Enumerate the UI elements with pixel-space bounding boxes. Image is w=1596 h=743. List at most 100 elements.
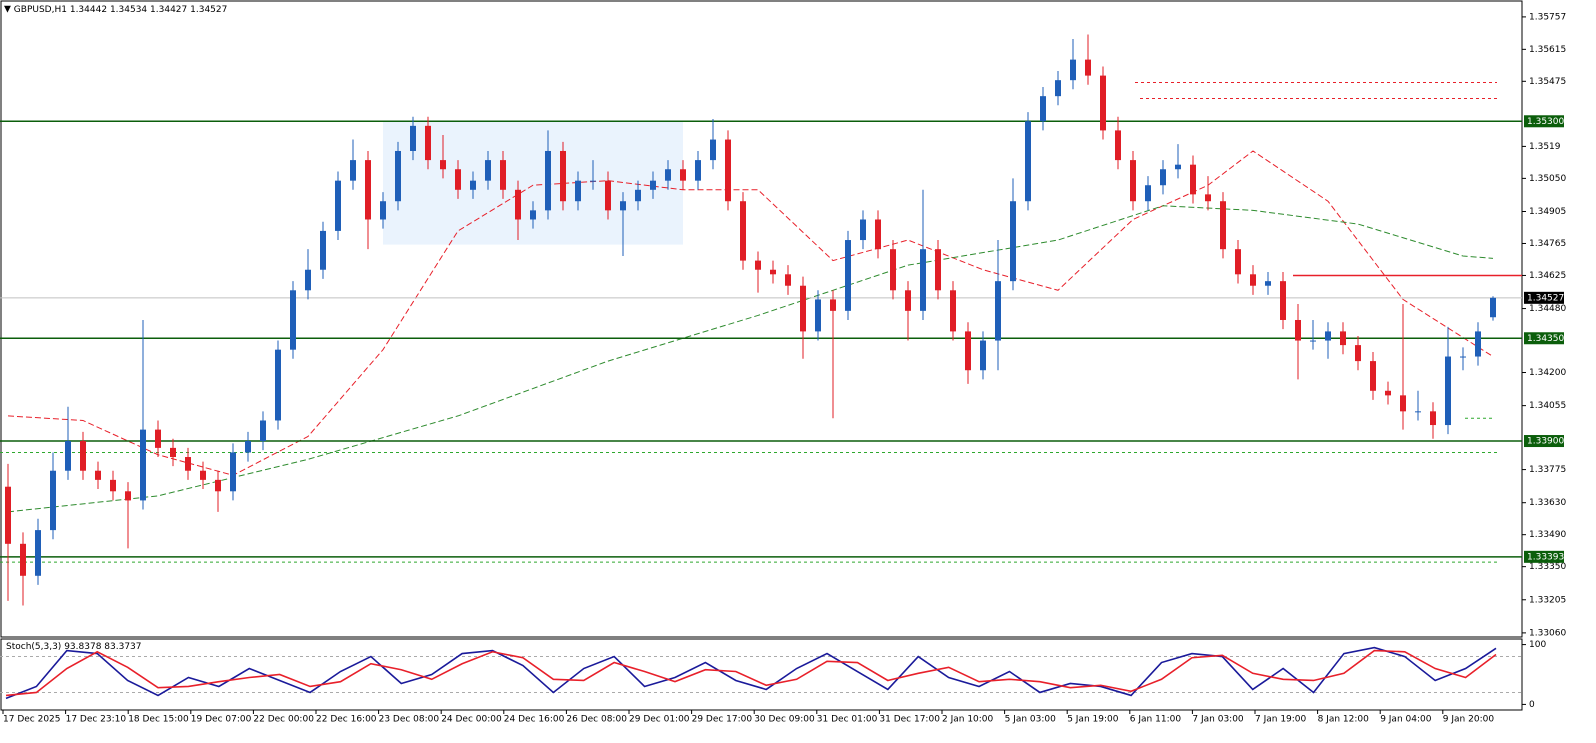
candle-body — [725, 139, 731, 202]
x-tick-label: 2 Jan 10:00 — [942, 715, 994, 725]
candle-body — [455, 169, 461, 190]
candle-body — [995, 281, 1001, 341]
x-tick-label: 29 Dec 01:00 — [629, 715, 690, 725]
x-tick-label: 17 Dec 2025 — [3, 715, 61, 725]
stoch-tick-label: 100 — [1529, 640, 1546, 650]
candle-body — [50, 470, 56, 531]
stoch-main: 93.8378 — [64, 642, 101, 652]
y-tick-label: 1.35757 — [1529, 12, 1566, 22]
candle-body — [1115, 130, 1121, 161]
x-tick-label: 24 Dec 00:00 — [441, 715, 502, 725]
low: 1.34427 — [150, 5, 187, 15]
candle-body — [665, 169, 671, 181]
candle-body — [1235, 249, 1241, 275]
candle-body — [140, 429, 146, 501]
level-label: 1.34350 — [1527, 334, 1564, 344]
candle-body — [1205, 194, 1211, 202]
y-tick-label: 1.34765 — [1529, 239, 1566, 249]
candle-body — [65, 441, 71, 471]
candle-body — [575, 180, 581, 202]
candle-body — [680, 169, 686, 181]
candle-body — [485, 160, 491, 181]
candle-body — [425, 125, 431, 161]
candle-body — [1010, 201, 1016, 282]
candle-body — [1250, 274, 1256, 286]
symbol: GBPUSD,H1 — [14, 5, 67, 15]
candle-body — [1430, 411, 1436, 426]
x-tick-label: 23 Dec 08:00 — [379, 715, 440, 725]
candle-body — [560, 150, 566, 202]
candle-body — [1025, 121, 1031, 202]
candle-body — [365, 160, 371, 220]
candle-body — [935, 249, 941, 291]
candle-body — [545, 150, 551, 211]
y-tick-label: 1.34200 — [1529, 368, 1566, 378]
candle-body — [875, 219, 881, 250]
level-tag — [1524, 550, 1564, 563]
level-tag — [1524, 115, 1564, 128]
candle-body — [710, 139, 716, 161]
x-tick-label: 31 Dec 01:00 — [817, 715, 878, 725]
candle-body — [35, 530, 41, 576]
candle-body — [860, 219, 866, 241]
y-tick-label: 1.35050 — [1529, 174, 1566, 184]
candle-body — [1265, 281, 1271, 286]
candle-body — [290, 290, 296, 350]
candle-body — [470, 180, 476, 190]
y-tick-label: 1.34625 — [1529, 271, 1566, 281]
candle-body — [1100, 75, 1106, 131]
candle-body — [1475, 331, 1481, 357]
candle-body — [755, 260, 761, 270]
candle-body — [185, 457, 191, 471]
candle-body — [1280, 281, 1286, 320]
candle-body — [530, 210, 536, 220]
level-label: 1.33900 — [1527, 437, 1564, 447]
candle-body — [1340, 331, 1346, 346]
chart-header: ▼ GBPUSD,H1 1.34442 1.34534 1.34427 1.34… — [4, 5, 227, 15]
candle-body — [335, 180, 341, 231]
candle-body — [380, 201, 386, 220]
x-tick-label: 7 Jan 19:00 — [1255, 715, 1307, 725]
x-tick-label: 8 Jan 12:00 — [1318, 715, 1370, 725]
x-tick-label: 22 Dec 00:00 — [253, 715, 314, 725]
candle-body — [695, 160, 701, 181]
candle-body — [110, 479, 116, 492]
y-tick-label: 1.33775 — [1529, 465, 1566, 475]
candle-body — [635, 189, 641, 202]
candle-body — [800, 285, 806, 332]
x-tick-label: 9 Jan 20:00 — [1443, 715, 1495, 725]
x-tick-label: 18 Dec 15:00 — [128, 715, 189, 725]
stoch-signal: 83.3737 — [104, 642, 141, 652]
candle-body — [1490, 297, 1496, 318]
price-pane-border — [0, 0, 1523, 638]
y-tick-label: 1.34055 — [1529, 401, 1566, 411]
stoch-header: Stoch(5,3,3) 93.8378 83.3737 — [6, 642, 142, 652]
candle-body — [200, 470, 206, 480]
current-price-label: 1.34527 — [1527, 293, 1564, 303]
level-tag — [1524, 435, 1564, 448]
stoch-line — [5, 649, 1497, 697]
candle-body — [1400, 395, 1406, 412]
candle-body — [215, 479, 221, 492]
candle-body — [1145, 185, 1151, 202]
stoch-line — [5, 646, 1497, 700]
candle-body — [845, 240, 851, 311]
stoch-tick-label: 0 — [1529, 700, 1535, 710]
candle-body — [320, 230, 326, 270]
candle-body — [245, 441, 251, 453]
x-tick-label: 9 Jan 04:00 — [1380, 715, 1432, 725]
candle-body — [620, 201, 626, 211]
y-tick-label: 1.34480 — [1529, 304, 1566, 314]
candle-body — [1040, 96, 1046, 122]
candle-body — [155, 429, 161, 448]
stoch-name: Stoch(5,3,3) — [6, 642, 61, 652]
candle-body — [5, 486, 11, 544]
candle-body — [1175, 164, 1181, 170]
candle-body — [1220, 201, 1226, 250]
candle-body — [260, 420, 266, 442]
candle-body — [905, 290, 911, 311]
high: 1.34534 — [110, 5, 147, 15]
x-tick-label: 30 Dec 09:00 — [754, 715, 815, 725]
y-tick-label: 1.33205 — [1529, 595, 1566, 605]
